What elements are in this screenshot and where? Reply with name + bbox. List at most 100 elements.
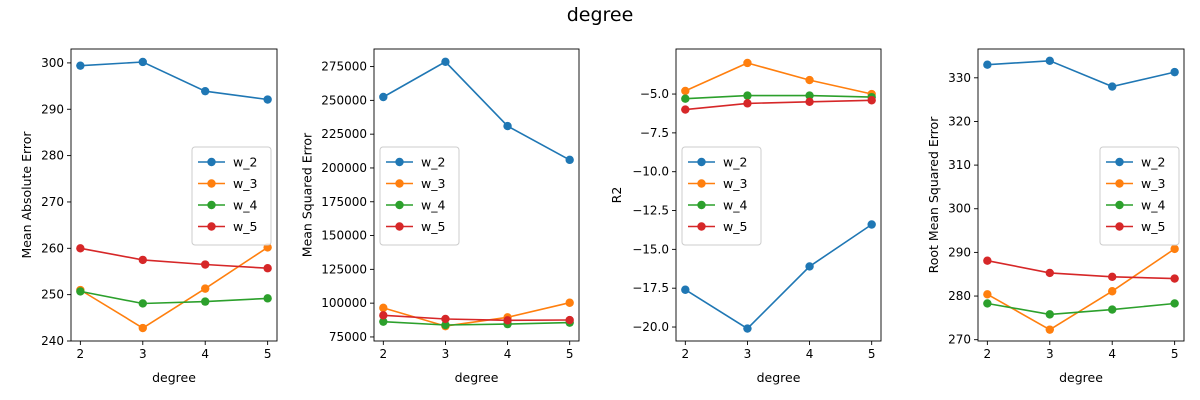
legend-label-w_2: w_2 [723,155,747,170]
legend-label-w_3: w_3 [421,176,445,191]
y-axis-label: R2 [609,187,624,204]
series-line-w_3 [987,248,1176,331]
x-tick-label: 3 [442,347,450,361]
data-point-w_3 [743,58,752,68]
chart-panel-2: 2 3 4 5 75000 100000 125000 150000 175000 200000 2… [299,48,580,385]
data-point-w_4 [681,94,690,103]
x-tick-label: 4 [1108,347,1116,361]
data-point-w_3 [565,298,574,307]
x-tick-label: 2 [379,347,387,361]
y-tick-label: 125000 [321,262,367,276]
series-line-w_4 [383,320,570,326]
data-point-w_5 [805,97,814,107]
legend-label-w_5: w_5 [723,219,747,234]
y-tick-label: −12.5 [632,204,669,218]
y-tick-label: 330 [948,71,971,85]
y-tick-label: 280 [41,149,64,163]
legend-marker-w_3 [697,179,706,188]
y-tick-label: 300 [948,202,971,216]
legend-marker-w_2 [207,157,216,167]
plot-frame [675,48,882,342]
data-point-w_2 [138,57,147,67]
y-tick-label: 270 [948,333,971,347]
y-tick-label: 320 [948,114,971,128]
series-line-w_2 [80,61,268,101]
data-point-w_2 [263,95,272,104]
data-point-w_5 [1108,272,1117,282]
legend-marker-w_4 [207,200,216,210]
legend-box [191,146,272,246]
data-point-w_5 [441,314,450,324]
data-point-w_2 [379,92,388,102]
y-tick-label: −17.5 [632,281,669,295]
legend-label-w_2: w_2 [1141,155,1165,170]
data-point-w_4 [1045,310,1054,319]
x-tick-label: 3 [1046,347,1054,361]
data-point-w_5 [681,105,690,114]
data-point-w_2 [867,220,876,229]
data-point-w_5 [1170,274,1179,283]
series-line-w_4 [685,94,872,100]
x-tick-label: 4 [504,347,512,361]
y-axis-label: Root Mean Squared Error [926,116,941,274]
chart-panel-4: 2 3 4 5 270 280 290 300 310 320 330 degree Root Mean… [926,48,1185,385]
data-point-w_4 [1108,305,1117,314]
data-point-w_5 [138,255,147,265]
series-line-w_3 [79,246,269,329]
y-tick-label: 260 [41,241,64,255]
series-line-w_4 [80,290,268,305]
y-tick-label: 250000 [321,93,367,107]
legend-label-w_4: w_4 [1141,198,1165,213]
data-point-w_5 [565,315,574,325]
legend-label-w_5: w_5 [421,219,445,234]
series-line-w_2 [382,60,571,161]
y-axis-label: Mean Squared Error [299,132,314,257]
data-point-w_2 [681,285,690,294]
legend-marker-w_3 [395,179,404,188]
data-point-w_2 [201,86,210,96]
y-tick-label: 100000 [321,296,367,310]
legend: w_2 w_3 w_4 w_5 [1099,146,1180,246]
legend-marker-w_4 [1115,200,1124,210]
legend-marker-w_2 [395,157,404,167]
y-tick-label: 300 [41,56,64,70]
legend-marker-w_2 [697,157,706,167]
x-tick-label: 5 [868,347,876,361]
series-line-w_2 [987,59,1175,88]
legend-marker-w_3 [207,179,216,188]
legend-label-w_3: w_3 [233,176,257,191]
data-point-w_2 [565,155,574,165]
data-point-w_2 [1108,82,1117,91]
data-point-w_4 [201,297,210,306]
series-line-w_5 [685,99,872,111]
data-point-w_5 [743,99,752,108]
series-line-w_3 [684,62,872,95]
y-tick-label: 200000 [321,161,367,175]
legend-marker-w_3 [1115,179,1124,188]
x-tick-label: 3 [744,347,752,361]
figure-title: degree [566,4,634,26]
y-tick-label: 270 [41,195,64,209]
x-tick-label: 2 [984,347,992,361]
y-tick-label: 275000 [321,60,367,74]
x-axis-label: degree [455,370,499,385]
data-point-w_2 [805,262,814,271]
data-point-w_3 [138,323,147,333]
data-point-w_5 [263,264,272,273]
x-tick-label: 3 [139,347,147,361]
plot-frame [977,48,1185,342]
y-tick-label: 150000 [321,229,367,243]
legend-marker-w_5 [1115,222,1124,231]
x-axis-label: degree [152,370,196,385]
data-point-w_2 [503,121,512,131]
legend-label-w_4: w_4 [421,198,445,213]
series-line-w_2 [684,223,873,330]
legend-label-w_4: w_4 [233,198,257,213]
data-point-w_5 [76,244,85,253]
data-point-w_2 [441,57,450,67]
y-tick-label: 225000 [321,127,367,141]
data-point-w_5 [1045,268,1054,278]
y-tick-label: 280 [948,289,971,303]
legend-label-w_2: w_2 [421,155,445,170]
